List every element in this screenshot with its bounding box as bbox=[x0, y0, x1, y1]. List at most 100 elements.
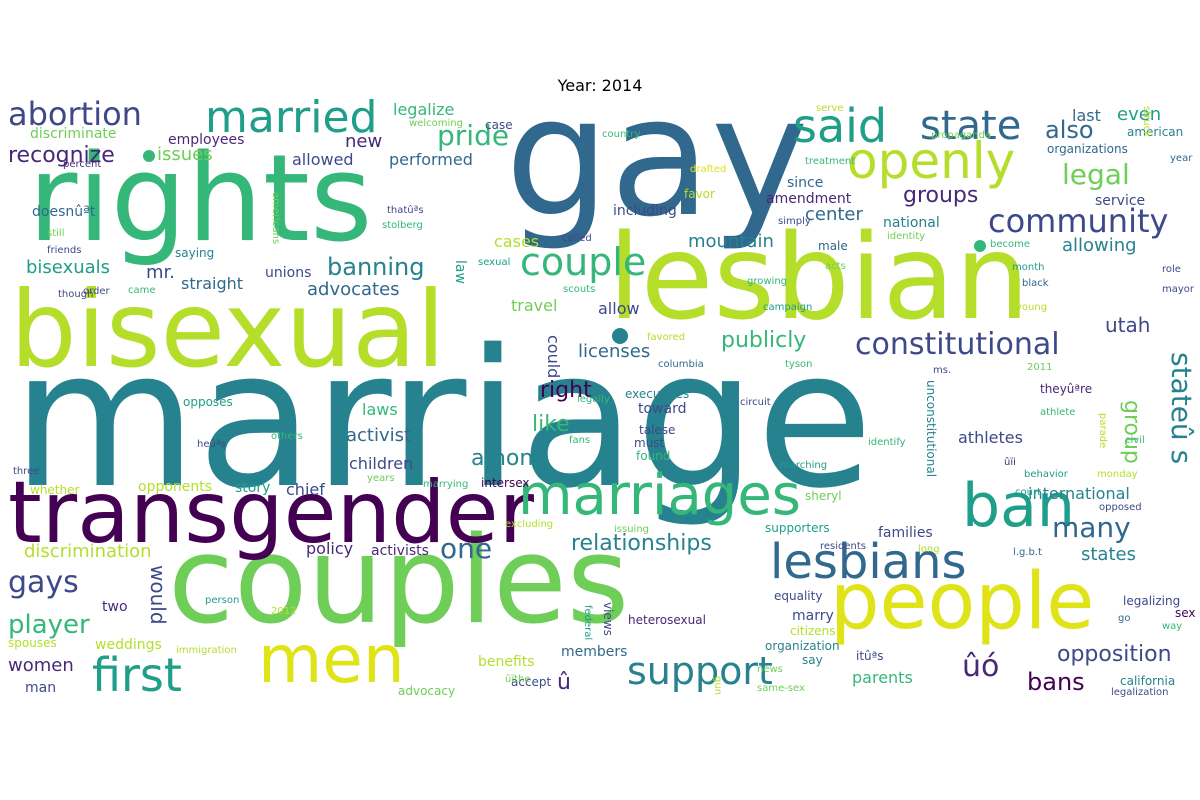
word-discriminate: discriminate bbox=[30, 126, 117, 142]
word-percent: percent bbox=[63, 159, 102, 170]
word-behavior: behavior bbox=[1024, 469, 1068, 480]
word-unconstitutional: unconstitutional bbox=[924, 380, 938, 478]
word-ms: ms. bbox=[933, 365, 952, 376]
word-families: families bbox=[878, 525, 933, 541]
word-couple: couple bbox=[520, 240, 647, 284]
word-married: married bbox=[205, 95, 378, 143]
word-legalization: legalization bbox=[1111, 687, 1169, 698]
word-discrimination: discrimination bbox=[24, 541, 152, 562]
chart-title: Year: 2014 bbox=[557, 76, 643, 95]
word-sex: sex bbox=[1175, 606, 1195, 620]
word-whether: whether bbox=[30, 483, 80, 497]
word-country: country bbox=[602, 129, 641, 140]
word-sexual: sexual bbox=[478, 257, 511, 268]
word-legalize: legalize bbox=[393, 100, 455, 119]
word-right: right bbox=[540, 378, 592, 403]
dot-mark bbox=[612, 328, 628, 344]
word-civil: civil bbox=[1125, 435, 1145, 446]
word-service: service bbox=[1095, 193, 1146, 209]
word-state-s: stateû s bbox=[1165, 352, 1195, 465]
word-favor: favor bbox=[684, 187, 715, 201]
word-simply: simply bbox=[778, 216, 811, 227]
dot-mark bbox=[143, 150, 155, 162]
word-order: order bbox=[83, 286, 110, 297]
word-bisexuals: bisexuals bbox=[26, 257, 111, 278]
word-citizens: citizens bbox=[790, 624, 836, 638]
word-treatment: treatment bbox=[805, 156, 856, 167]
word-toward: toward bbox=[638, 401, 687, 417]
word-organization: organization bbox=[765, 639, 840, 653]
word-national: national bbox=[883, 215, 940, 231]
word-court: court bbox=[1015, 487, 1041, 498]
word-athlete: athlete bbox=[1040, 407, 1076, 418]
word-ban: ban bbox=[962, 471, 1075, 541]
word-mr: mr. bbox=[146, 262, 176, 283]
word-bans: bans bbox=[1027, 668, 1085, 696]
word-man: man bbox=[25, 680, 57, 696]
dot-mark bbox=[974, 240, 986, 252]
word-theyre: theyûªre bbox=[1040, 382, 1093, 396]
word-since: since bbox=[787, 175, 824, 191]
word-first: first bbox=[92, 648, 182, 700]
word-community: community bbox=[988, 202, 1169, 240]
word-news: news bbox=[757, 664, 783, 675]
word-legalizing: legalizing bbox=[1123, 594, 1181, 608]
word-opposition: opposition bbox=[1057, 642, 1172, 667]
word-abortion: abortion bbox=[8, 95, 142, 133]
word-even: even bbox=[1117, 104, 1162, 125]
word-could: could bbox=[544, 335, 563, 379]
word-states: states bbox=[1081, 544, 1136, 565]
word-serve: serve bbox=[816, 103, 844, 114]
word-children: children bbox=[349, 454, 414, 473]
word-drafted: drafted bbox=[690, 164, 727, 175]
word-center: center bbox=[805, 204, 863, 225]
word-parade: parade bbox=[1097, 413, 1108, 449]
word-employees: employees bbox=[168, 132, 245, 148]
word-campaign: campaign bbox=[763, 302, 813, 313]
word-allowed: allowed bbox=[292, 150, 354, 169]
word-struck: struck bbox=[1141, 106, 1152, 137]
word-utah: utah bbox=[1105, 313, 1151, 337]
word-last: last bbox=[1072, 106, 1101, 125]
word-legally: legally bbox=[577, 394, 610, 405]
word-openly: openly bbox=[847, 132, 1016, 190]
word-two: two bbox=[102, 599, 128, 615]
word-benefits: benefits bbox=[478, 654, 535, 670]
word-propaganda: propaganda bbox=[931, 130, 992, 141]
word-publicly: publicly bbox=[721, 328, 807, 353]
word-lesbian: lesbian bbox=[608, 208, 1030, 346]
word-young: young bbox=[1016, 302, 1048, 313]
word-player: player bbox=[8, 610, 90, 640]
word-many: many bbox=[1052, 511, 1131, 544]
word-male: male bbox=[818, 239, 848, 253]
word-still: still bbox=[47, 228, 65, 239]
word-mountain: mountain bbox=[688, 231, 774, 252]
word-month: month bbox=[1012, 262, 1045, 273]
word-also: also bbox=[1045, 116, 1094, 144]
word-athletes: athletes bbox=[958, 428, 1023, 447]
word-fans: fans bbox=[569, 435, 591, 446]
word-three: three bbox=[13, 466, 40, 477]
word-must: must bbox=[634, 436, 665, 450]
word-american: american bbox=[1127, 125, 1184, 139]
word-story: story bbox=[235, 480, 271, 496]
word-mayor: mayor bbox=[1162, 284, 1195, 295]
word-came: came bbox=[128, 285, 156, 296]
word-scouts: scouts bbox=[563, 284, 596, 295]
word-saying: saying bbox=[175, 246, 215, 260]
word-performed: performed bbox=[389, 150, 473, 169]
word-weddings: weddings bbox=[95, 637, 162, 653]
word-issuing: issuing bbox=[614, 524, 649, 535]
word-black: black bbox=[1022, 278, 1049, 289]
word-one: one bbox=[440, 532, 493, 565]
word-called: called bbox=[562, 233, 592, 244]
word-women: women bbox=[8, 655, 74, 676]
word-way: way bbox=[1162, 621, 1183, 632]
word-columbia: columbia bbox=[658, 359, 704, 370]
word-constitutional: constitutional bbox=[855, 327, 1060, 362]
word-relationships: relationships bbox=[571, 531, 712, 556]
word-group: group bbox=[1119, 400, 1144, 464]
word-doesnt: doesnûªt bbox=[32, 204, 96, 220]
word-activists: activists bbox=[371, 543, 429, 559]
word-say: say bbox=[802, 653, 823, 667]
